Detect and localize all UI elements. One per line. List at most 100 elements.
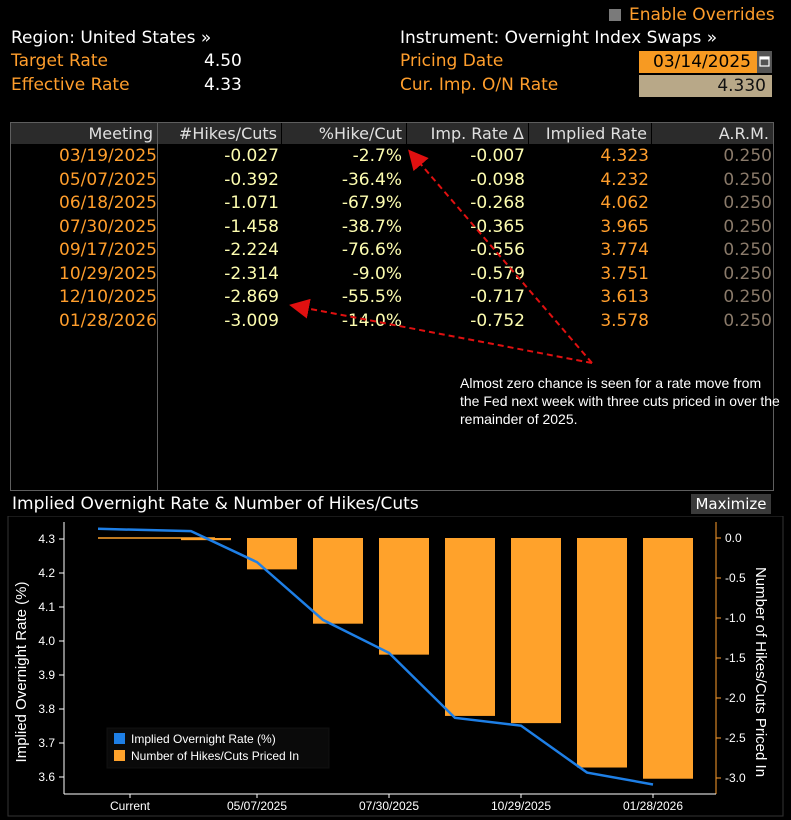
effective-rate-value: 4.33 — [204, 75, 242, 95]
enable-overrides-label[interactable]: Enable Overrides — [629, 5, 775, 25]
cell-arm: 0.250 — [723, 263, 772, 284]
left-tick-label: 3.6 — [38, 770, 55, 784]
enable-overrides-checkbox[interactable] — [609, 9, 621, 21]
cur-imp-rate-field: 4.330 — [639, 75, 772, 97]
annotation-arrows — [289, 149, 593, 364]
bar-10-29-2025 — [511, 538, 561, 724]
cell-hikes-cuts: -2.314 — [224, 263, 279, 284]
left-tick-label: 4.2 — [38, 566, 55, 580]
col-header-hikes-cuts[interactable]: #Hikes/Cuts — [158, 123, 281, 144]
cell-implied-rate: 4.323 — [600, 146, 649, 166]
cell-meeting: 12/10/2025 — [59, 287, 157, 307]
x-tick-label: 05/07/2025 — [227, 799, 287, 813]
cell-hikes-cuts: -2.869 — [224, 287, 279, 307]
cell-implied-rate: 3.965 — [600, 216, 649, 237]
cell-arm: 0.250 — [723, 240, 772, 260]
cell-pct-hike-cut: -76.6% — [341, 240, 402, 260]
x-tick-label: Current — [110, 799, 151, 813]
rate-chart: 4.3 4.2 4.1 4.0 3.9 3.8 3.7 3.6 0.0 -0.5 -1.0 -1.5 -… — [7, 516, 784, 817]
cell-meeting: 09/17/2025 — [59, 240, 157, 260]
cell-implied-rate: 4.062 — [600, 193, 649, 213]
meetings-table — [10, 122, 774, 491]
cell-hikes-cuts: -1.458 — [224, 216, 279, 237]
left-tick-label: 3.7 — [38, 736, 55, 750]
left-tick-label: 4.3 — [38, 532, 55, 546]
cell-implied-rate: 4.232 — [600, 169, 649, 190]
legend-box — [106, 727, 330, 769]
implied-rate-line — [97, 527, 654, 786]
left-tick-label: 4.1 — [38, 600, 55, 614]
cell-implied-rate: 3.613 — [600, 287, 649, 307]
cell-arm: 0.250 — [723, 169, 772, 190]
bar-06-18-2025 — [313, 538, 363, 624]
cell-pct-hike-cut: -2.7% — [352, 146, 402, 166]
right-tick-label: -0.5 — [725, 571, 746, 585]
cell-meeting: 03/19/2025 — [59, 146, 157, 166]
cell-arm: 0.250 — [723, 310, 772, 331]
chart-title: Implied Overnight Rate & Number of Hikes… — [12, 494, 419, 514]
right-tick-label: -1.0 — [725, 611, 746, 625]
x-tick-label: 07/30/2025 — [359, 799, 419, 813]
left-tick-label: 3.9 — [38, 668, 55, 682]
cell-arm: 0.250 — [723, 193, 772, 213]
legend-label-line: Implied Overnight Rate (%) — [131, 732, 276, 746]
cell-hikes-cuts: -0.027 — [224, 146, 279, 166]
cell-imp-rate-delta: -0.556 — [470, 240, 525, 260]
cell-pct-hike-cut: -38.7% — [341, 216, 402, 237]
cell-arm: 0.250 — [723, 287, 772, 307]
instrument-selector[interactable]: Instrument: Overnight Index Swaps » — [400, 28, 718, 48]
cell-meeting: 05/07/2025 — [59, 169, 157, 190]
cell-meeting: 07/30/2025 — [59, 216, 157, 237]
cell-meeting: 06/18/2025 — [59, 193, 157, 213]
right-tick-label: -1.5 — [725, 651, 746, 665]
cell-pct-hike-cut: -55.5% — [341, 287, 402, 307]
col-header-meeting[interactable]: Meeting — [11, 123, 157, 144]
left-tick-label: 4.0 — [38, 634, 55, 648]
bar-07-30-2025 — [379, 538, 429, 655]
calendar-icon[interactable] — [757, 51, 772, 73]
cell-implied-rate: 3.774 — [600, 240, 649, 260]
column-divider — [157, 123, 158, 490]
cell-meeting: 10/29/2025 — [59, 263, 157, 284]
cell-arm: 0.250 — [723, 146, 772, 166]
maximize-button[interactable]: Maximize — [691, 494, 771, 514]
effective-rate-label: Effective Rate — [11, 75, 130, 95]
cell-implied-rate: 3.751 — [600, 263, 649, 284]
region-selector[interactable]: Region: United States » — [11, 28, 212, 48]
cell-hikes-cuts: -1.071 — [224, 193, 279, 213]
cell-implied-rate: 3.578 — [600, 310, 649, 331]
right-tick-label: -3.0 — [725, 771, 746, 785]
cell-hikes-cuts: -0.392 — [224, 169, 279, 190]
target-rate-value: 4.50 — [204, 51, 242, 71]
right-tick-label: -2.0 — [725, 691, 746, 705]
bar-05-07-2025 — [247, 538, 297, 570]
cell-imp-rate-delta: -0.098 — [470, 169, 525, 190]
cell-imp-rate-delta: -0.268 — [470, 193, 525, 213]
right-tick-label: 0.0 — [725, 531, 742, 545]
cell-pct-hike-cut: -36.4% — [341, 169, 402, 190]
col-header-imp-rate-delta[interactable]: Imp. Rate Δ — [407, 123, 528, 144]
legend-swatch-line — [114, 733, 125, 744]
right-axis-title: Number of Hikes/Cuts Priced In — [752, 567, 769, 777]
legend-label-bar: Number of Hikes/Cuts Priced In — [131, 749, 299, 763]
cur-imp-rate-label: Cur. Imp. O/N Rate — [400, 75, 559, 95]
col-header-implied-rate[interactable]: Implied Rate — [529, 123, 651, 144]
cell-hikes-cuts: -2.224 — [224, 240, 279, 260]
col-header-pct-hike-cut[interactable]: %Hike/Cut — [282, 123, 406, 144]
pricing-date-input[interactable]: 03/14/2025 — [639, 51, 757, 73]
right-tick-label: -2.5 — [725, 731, 746, 745]
annotation-text: Almost zero chance is seen for a rate mo… — [460, 375, 780, 427]
x-tick-label: 01/28/2026 — [623, 799, 683, 813]
cell-pct-hike-cut: -9.0% — [352, 263, 402, 284]
x-tick-label: 10/29/2025 — [491, 799, 551, 813]
cell-imp-rate-delta: -0.717 — [470, 287, 525, 307]
cell-hikes-cuts: -3.009 — [224, 310, 279, 331]
left-axis-title: Implied Overnight Rate (%) — [13, 582, 30, 763]
pricing-date-label: Pricing Date — [400, 51, 504, 71]
bar-09-17-2025 — [445, 538, 495, 716]
cell-arm: 0.250 — [723, 216, 772, 237]
cell-imp-rate-delta: -0.007 — [470, 146, 525, 166]
cell-meeting: 01/28/2026 — [59, 310, 157, 331]
cell-imp-rate-delta: -0.752 — [470, 310, 525, 331]
col-header-arm[interactable]: A.R.M. — [652, 123, 773, 144]
